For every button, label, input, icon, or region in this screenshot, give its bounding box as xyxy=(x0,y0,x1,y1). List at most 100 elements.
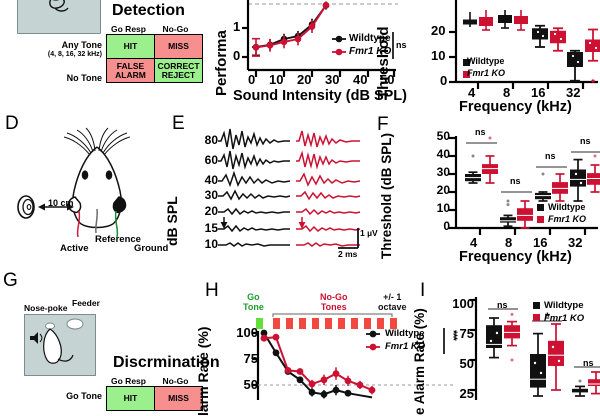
panel-c-legend-fmr1ko: Fmr1 KO xyxy=(467,68,506,78)
panel-i-sig-brackets xyxy=(488,308,600,368)
panel-f-ytick-40: 40 xyxy=(436,147,450,161)
panel-e-level-80: 80 xyxy=(204,133,218,147)
panel-f-xtick-8: 8 xyxy=(505,235,513,250)
panel-b-xtick-10: 10 xyxy=(269,72,284,87)
panel-b-legend-fmr1ko-text: Fmr1 KO xyxy=(349,46,392,57)
panel-g-col-header-go: Go Resp xyxy=(111,376,146,386)
panel-b-xtick-0: 0 xyxy=(248,72,256,87)
panel-e-level-10: 10 xyxy=(204,237,218,251)
panel-h-series-fmr1ko xyxy=(260,333,376,395)
panel-f-xtick-4: 4 xyxy=(470,235,478,250)
panel-i-ytick-25: 25 xyxy=(459,386,474,401)
panel-h-oct-line2: octave xyxy=(378,301,407,312)
panel-g-title: Discrmination xyxy=(113,354,220,371)
panel-h-annotation-nogo-tones: No-Go Tones xyxy=(320,292,348,312)
panel-b-legend-marker-fmr1ko xyxy=(332,48,346,56)
panel-f-box-wt-32 xyxy=(570,158,586,202)
panel-i-ytick-100: 100 xyxy=(452,296,474,311)
cell-hit-g: HIT xyxy=(106,386,155,411)
panel-f-sig-8: ns xyxy=(510,176,521,186)
panel-b-xtick-20: 20 xyxy=(297,72,312,87)
eye-right xyxy=(105,170,113,180)
panel-h-nogo-tone-bars xyxy=(273,318,397,329)
feeder-port xyxy=(66,318,84,330)
panel-f-box-wt-8 xyxy=(500,199,516,228)
panel-i-legend-square-ko xyxy=(533,314,540,321)
panel-b-significance: ns xyxy=(396,40,407,50)
panel-d-label-distance: 10 cm xyxy=(48,198,74,208)
panel-b-xtick-50: 50 xyxy=(380,72,395,87)
panel-a-row-label-anytone-main: Any Tone xyxy=(61,40,102,50)
panel-f-box-wt-4 xyxy=(465,154,481,184)
panel-f-ytick-10: 10 xyxy=(436,201,450,215)
panel-c-box-wt-32 xyxy=(567,49,583,82)
panel-h-ytick-50: 50 xyxy=(243,377,258,392)
panel-h-go-tone-bar xyxy=(256,318,263,329)
panel-f-plot xyxy=(449,136,600,235)
panel-h-tone-strip xyxy=(256,311,406,329)
panel-d-mouse-head-diagram xyxy=(17,127,131,238)
table-row: HIT MISS xyxy=(106,386,203,411)
panel-b-series-wildtype xyxy=(252,1,330,57)
panel-h-letter: H xyxy=(205,280,219,301)
panel-a-arena-illustration xyxy=(17,0,101,34)
panel-h-oct-line1: +/- 1 xyxy=(383,292,402,302)
panel-f-legend-square-fmr1ko xyxy=(537,216,544,223)
panel-e-level-20: 20 xyxy=(204,204,218,218)
panel-c-xtick-32: 32 xyxy=(566,85,581,100)
panel-h-nogo-line2: Tones xyxy=(320,301,347,312)
panel-c-plot xyxy=(449,0,600,89)
panel-f-ytick-20: 20 xyxy=(436,183,450,197)
panel-h-significance: *** xyxy=(447,330,459,340)
panel-b xyxy=(200,0,400,110)
panel-c-box-wt-8 xyxy=(498,10,512,29)
panel-h-ytick-75: 75 xyxy=(243,351,258,366)
panel-i-legend-fmr1ko: Fmr1 KO xyxy=(544,313,585,324)
panel-d-label-active: Active xyxy=(60,243,89,254)
panel-i-letter: I xyxy=(420,280,426,301)
panel-h-legend-marker-fmr1ko xyxy=(366,343,380,351)
panel-h-plot xyxy=(252,328,458,400)
panel-e-traces xyxy=(218,125,368,255)
panel-h-annotation-go-tone: Go Tone xyxy=(243,292,264,312)
ear-right xyxy=(112,196,127,214)
panel-h-series-wildtype xyxy=(260,329,373,399)
panel-b-ytick-one: 1 xyxy=(233,19,240,34)
panel-h-go-line1: Go xyxy=(247,292,260,302)
panel-d-label-ground: Ground xyxy=(134,243,169,254)
panel-i-ytick-50: 50 xyxy=(459,356,474,371)
panel-f-sig-16: ns xyxy=(545,151,556,161)
panel-b-legend-marker-wildtype xyxy=(332,35,346,43)
panel-e-level-40: 40 xyxy=(204,173,218,187)
panel-b-ytick-one-text: 1 xyxy=(233,19,241,34)
figure-canvas: Detection Go Resp No-Go Resp Any Tone (4… xyxy=(3,0,600,416)
panel-c-xtick-8: 8 xyxy=(503,85,511,100)
panel-i-box-ko-2 xyxy=(548,323,564,391)
panel-h-line-plot xyxy=(252,328,456,400)
panel-g-chamber-illustration xyxy=(24,314,96,376)
lead-reference xyxy=(95,208,98,234)
panel-e-scalebar xyxy=(338,228,359,249)
panel-f xyxy=(398,120,600,260)
panel-a-row-label-anytone-sub: (4, 8, 16, 32 kHz) xyxy=(47,51,102,58)
panel-i-box-wt-3 xyxy=(572,379,588,397)
panel-i-box-plot xyxy=(470,297,600,400)
panel-e-fmr1ko-traces xyxy=(296,130,361,247)
distance-arrow xyxy=(38,203,74,211)
panel-c-xlabel: Frequency (kHz) xyxy=(459,99,572,115)
lead-ground xyxy=(114,210,119,238)
panel-f-ytick-30: 30 xyxy=(436,165,450,179)
panel-b-ylabel: Performa xyxy=(213,30,230,96)
panel-c-box-ko-8 xyxy=(514,10,528,31)
panel-g-letter: G xyxy=(3,270,18,291)
panel-g-mouse-chamber xyxy=(30,318,84,364)
panel-e-wildtype-traces xyxy=(218,128,291,247)
panel-c-legend-square-wildtype xyxy=(463,59,470,66)
panel-i-sig-3: ns xyxy=(583,358,594,368)
cell-miss: MISS xyxy=(154,34,203,59)
panel-c-ylabel: Threshold xyxy=(375,26,392,99)
panel-i-box-ko-1 xyxy=(504,312,520,362)
panel-c-ytick-20: 20 xyxy=(431,23,446,38)
panel-f-sig-brackets xyxy=(466,142,600,193)
panel-h-legend-wildtype: Wildtype xyxy=(385,328,425,339)
